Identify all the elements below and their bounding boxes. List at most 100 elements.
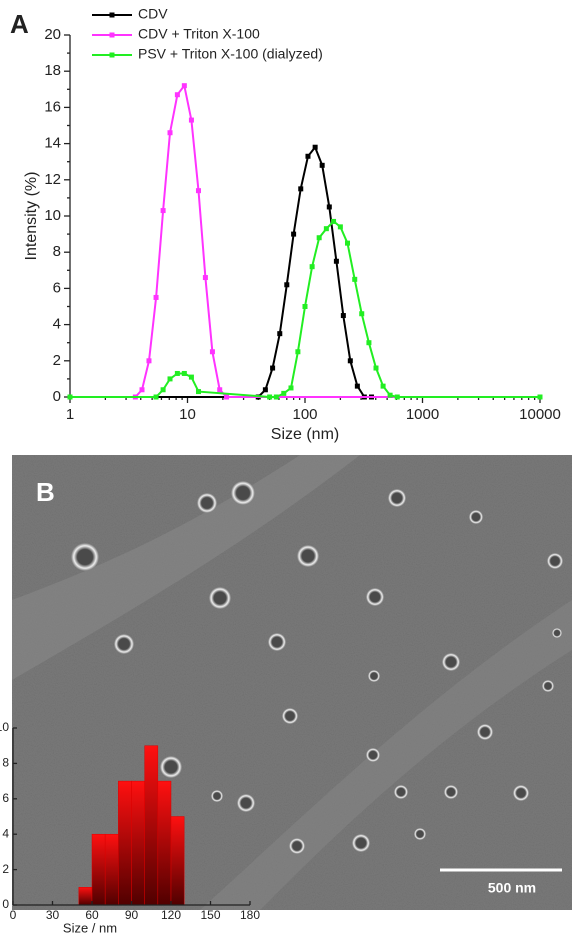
- series-line: [70, 83, 540, 398]
- scale-bar-label: 500 nm: [488, 880, 536, 896]
- panel-label: A: [10, 9, 29, 39]
- data-point: [209, 349, 215, 355]
- data-point: [354, 383, 360, 389]
- data-point: [67, 394, 73, 400]
- x-axis-title: Size / nm: [63, 920, 117, 935]
- data-point: [153, 394, 159, 400]
- data-point: [167, 130, 173, 136]
- data-point: [352, 276, 358, 282]
- data-point: [323, 226, 329, 232]
- data-point: [267, 394, 273, 400]
- data-point: [139, 387, 145, 393]
- data-point: [284, 282, 290, 288]
- legend-marker: [109, 32, 115, 38]
- x-tick-label: 30: [46, 908, 60, 922]
- y-tick-label: 10: [44, 207, 61, 224]
- data-point: [319, 162, 325, 168]
- series-line: [70, 220, 540, 398]
- y-tick-label: 0: [2, 897, 9, 911]
- y-tick-label: 2: [53, 352, 61, 369]
- data-point: [291, 231, 297, 237]
- data-point: [270, 365, 276, 371]
- data-point: [309, 264, 315, 270]
- legend-label: PSV + Triton X-100 (dialyzed): [138, 46, 323, 62]
- y-tick-label: 12: [44, 171, 61, 188]
- data-point: [394, 394, 400, 400]
- data-point: [302, 304, 308, 309]
- data-point: [359, 311, 365, 317]
- legend-marker: [109, 12, 115, 18]
- histogram-bar: [118, 780, 132, 906]
- histogram-bar: [157, 780, 172, 906]
- y-tick-label: 0: [53, 388, 61, 405]
- y-tick-label: 10: [0, 720, 9, 734]
- data-point: [167, 376, 173, 382]
- y-tick-label: 14: [44, 135, 61, 152]
- x-tick-label: 180: [240, 908, 260, 922]
- histogram-bar: [131, 780, 145, 906]
- data-point: [224, 394, 230, 400]
- data-point: [281, 390, 287, 396]
- histogram-bar: [144, 745, 159, 906]
- data-point: [174, 370, 180, 376]
- data-point: [217, 387, 223, 393]
- data-point: [337, 224, 343, 230]
- y-tick-label: 16: [44, 98, 61, 115]
- histogram-bar: [78, 887, 93, 906]
- y-tick-label: 8: [53, 243, 61, 260]
- y-tick-label: 4: [2, 826, 9, 840]
- data-point: [380, 383, 386, 389]
- histogram-bar: [91, 833, 106, 906]
- histogram-bar: [104, 833, 119, 906]
- y-tick-label: 2: [2, 862, 9, 876]
- data-point: [340, 313, 346, 319]
- y-axis-title: Intensity (%): [23, 172, 40, 261]
- data-point: [387, 392, 393, 398]
- data-point: [295, 349, 301, 355]
- x-axis-title: Size (nm): [271, 426, 339, 443]
- data-point: [366, 340, 372, 346]
- data-point: [262, 387, 268, 393]
- data-point: [288, 385, 294, 391]
- x-tick-label: 10000: [519, 406, 561, 423]
- data-point: [347, 358, 353, 364]
- data-point: [195, 188, 201, 194]
- legend-label: CDV: [138, 6, 168, 22]
- data-point: [298, 186, 304, 192]
- x-tick-label: 1000: [406, 406, 439, 423]
- data-point: [331, 218, 337, 224]
- panel-label: B: [36, 477, 55, 507]
- data-point: [345, 240, 351, 246]
- data-point: [312, 144, 318, 150]
- data-point: [181, 370, 187, 376]
- x-tick-label: 90: [125, 908, 139, 922]
- series-line: [70, 145, 540, 398]
- data-point: [273, 394, 279, 400]
- x-tick-label: 120: [161, 908, 181, 922]
- data-point: [153, 294, 159, 300]
- data-point: [160, 208, 166, 214]
- legend-label: CDV + Triton X-100: [138, 26, 260, 42]
- data-point: [188, 117, 194, 123]
- x-tick-label: 0: [10, 908, 17, 922]
- histogram-bar: [170, 816, 185, 906]
- data-point: [146, 358, 152, 364]
- data-point: [537, 394, 543, 400]
- y-tick-label: 6: [53, 279, 61, 296]
- data-point: [277, 331, 283, 337]
- y-tick-label: 6: [2, 791, 9, 805]
- x-tick-label: 100: [292, 406, 317, 423]
- data-point: [174, 92, 180, 98]
- data-point: [188, 374, 194, 380]
- data-point: [316, 235, 322, 241]
- y-tick-label: 4: [53, 316, 61, 333]
- x-tick-label: 1: [66, 406, 74, 423]
- x-tick-label: 10: [179, 406, 196, 423]
- data-point: [305, 153, 311, 159]
- data-point: [160, 387, 166, 393]
- data-point: [333, 258, 339, 264]
- data-point: [202, 275, 208, 281]
- data-point: [373, 365, 379, 371]
- data-point: [195, 389, 201, 395]
